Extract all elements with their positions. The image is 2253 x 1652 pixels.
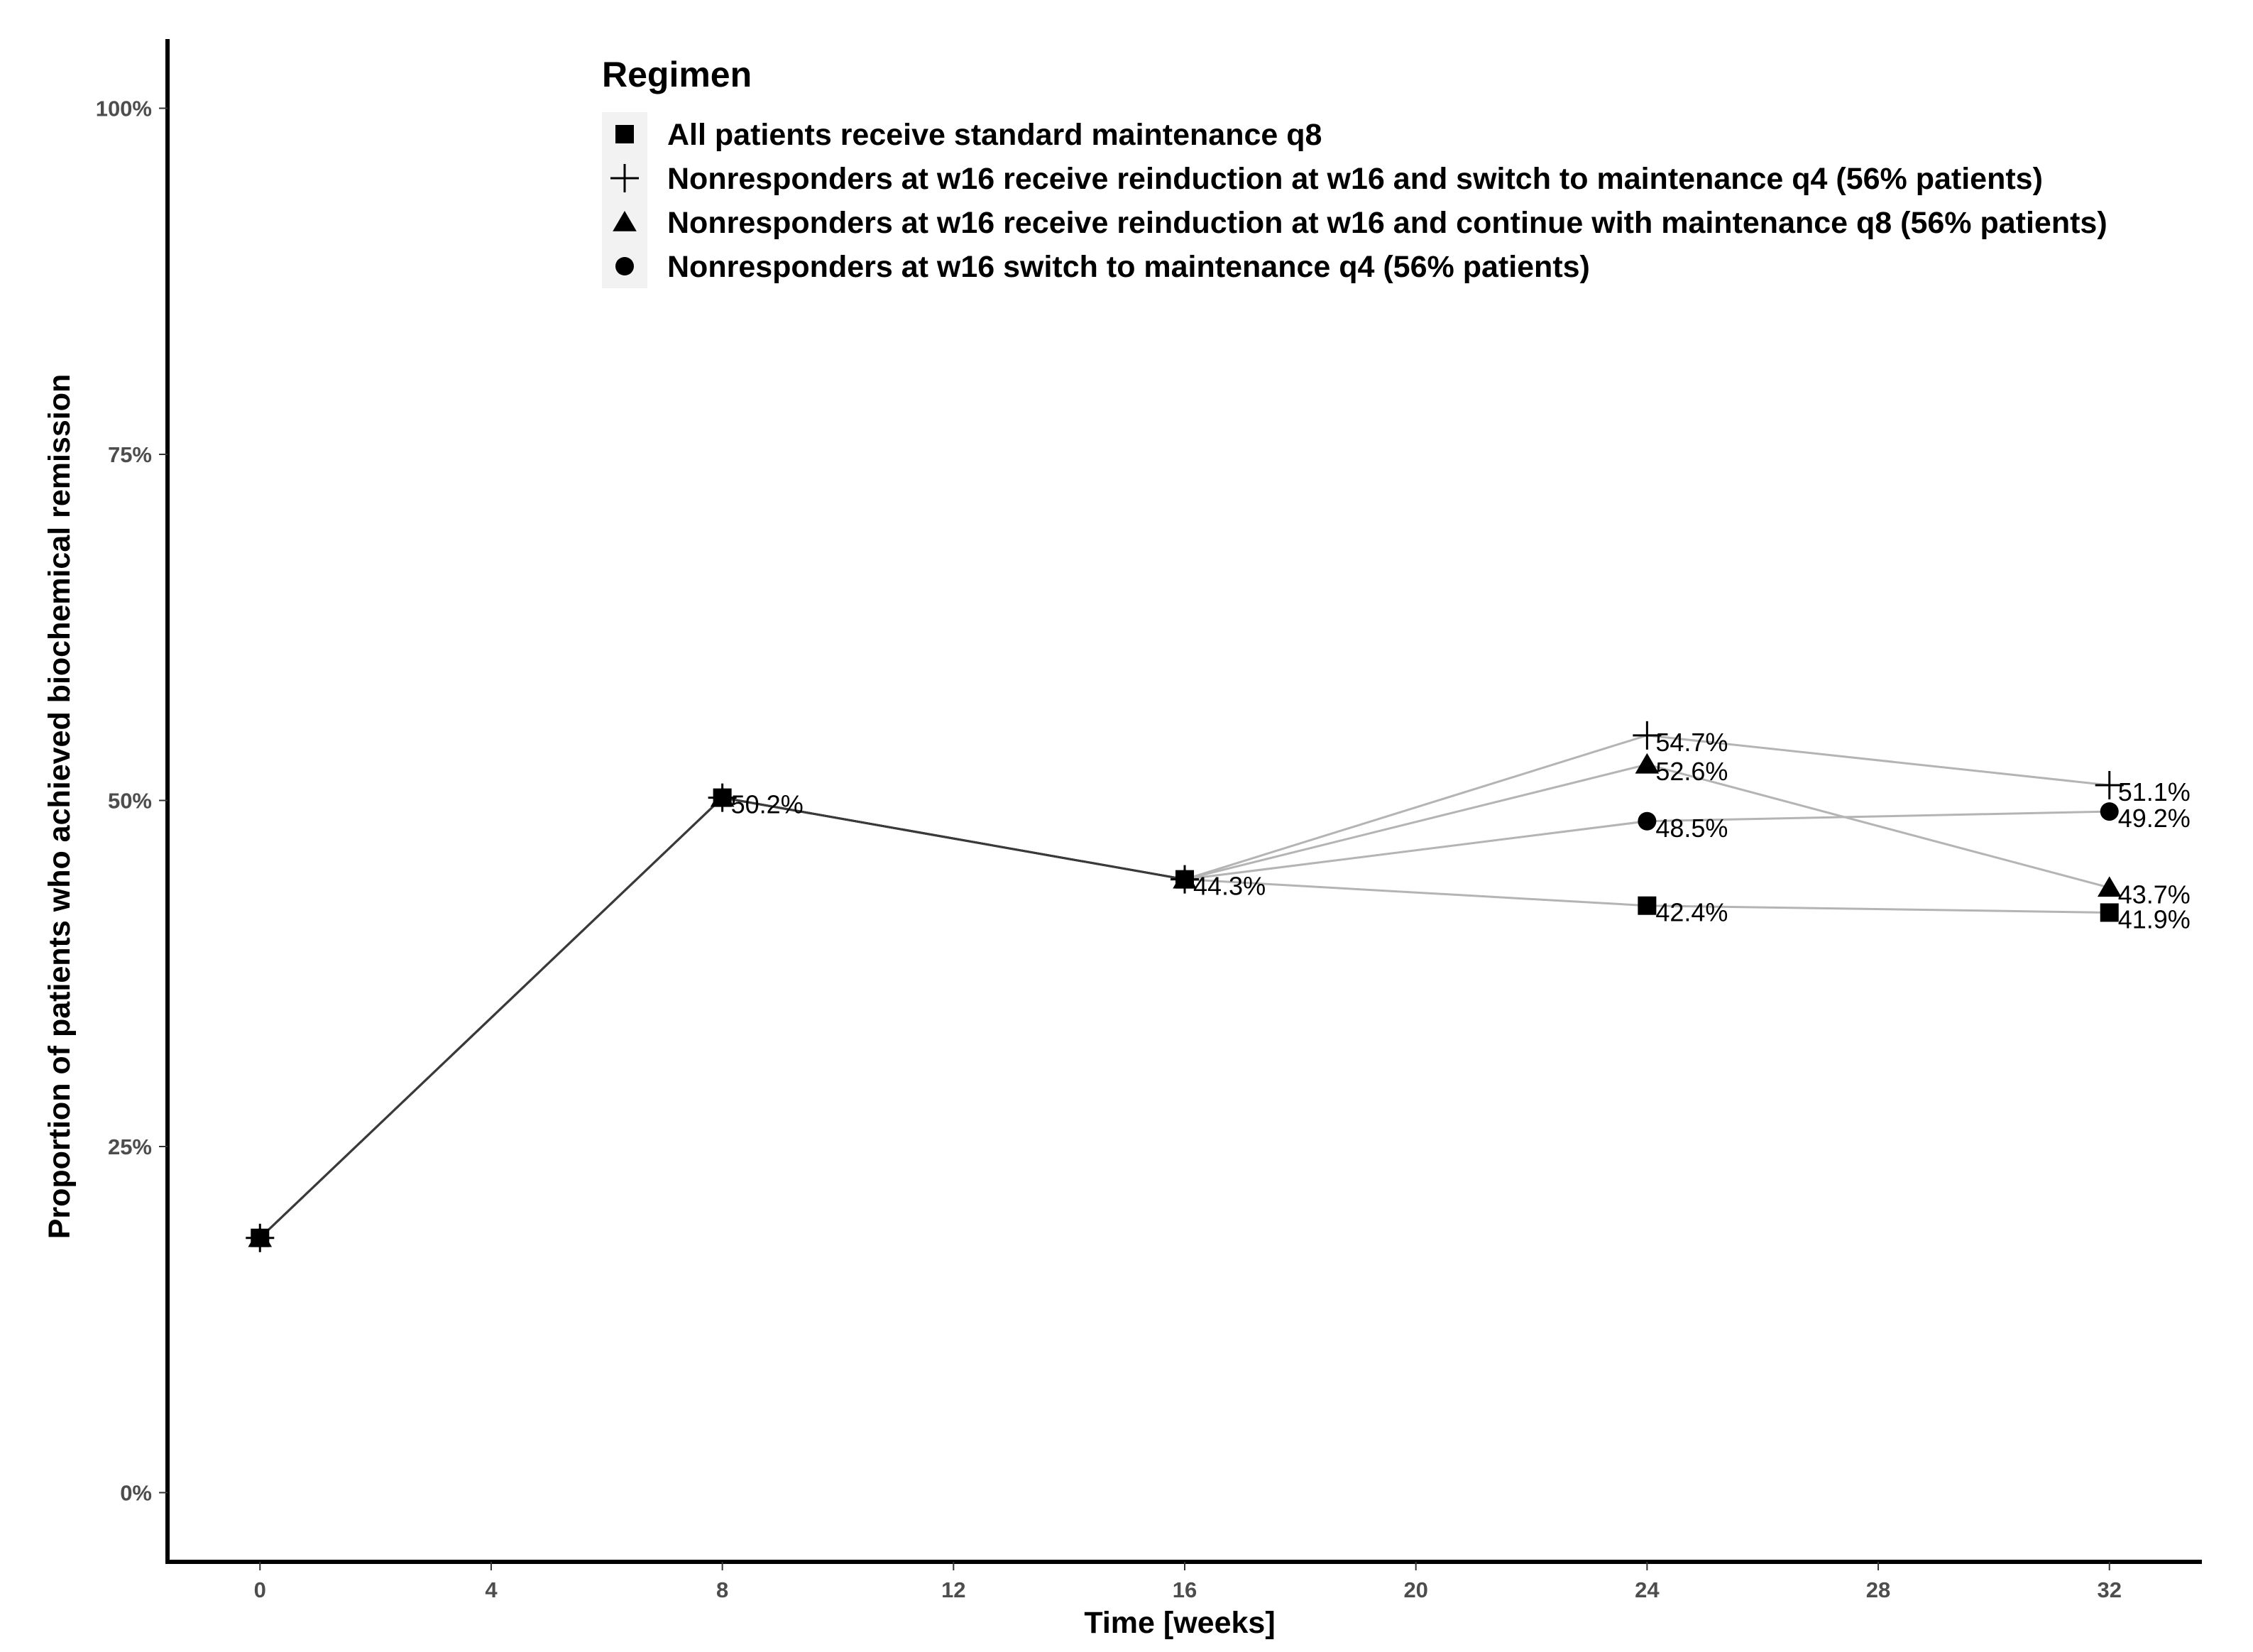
series-4-line-segment [722, 797, 1185, 881]
x-tick-label-8: 8 [716, 1577, 728, 1602]
axis-ticks: 0 4 8 12 16 20 24 28 32 0% 25% 50% 75% 100% [96, 97, 2122, 1603]
data-label-2-32: 51.1% [2118, 777, 2191, 806]
data-label-3-32: 43.7% [2118, 880, 2191, 909]
legend-entry-1: All patients receive standard maintenanc… [667, 118, 1322, 152]
series-2-plus-point [1633, 721, 1662, 750]
series-4-circle-point [1175, 870, 1194, 889]
y-axis-title: Proportion of patients who achieved bioc… [43, 374, 77, 1240]
legend-entry-2: Nonresponders at w16 receive reinduction… [667, 162, 2043, 196]
legend-key-circle-icon [615, 257, 634, 275]
series-lines [259, 734, 2110, 1239]
series-1-square-point [2100, 903, 2119, 922]
series-2-line-segment [1184, 734, 1648, 881]
y-tick-label-0: 0% [120, 1481, 152, 1506]
legend-key-square-icon [615, 125, 634, 143]
series-3-line-segment [1646, 763, 2110, 889]
series-4-circle-point [1638, 811, 1657, 831]
series-1-square-point [1638, 896, 1657, 915]
series-markers [246, 721, 2124, 1252]
data-label-4-24: 48.5% [1655, 814, 1728, 843]
series-4-circle-point [2100, 802, 2119, 821]
series-4-circle-point [713, 788, 732, 807]
data-label-1-24: 42.4% [1655, 898, 1728, 927]
legend-key-triangle-icon [613, 211, 637, 231]
x-tick-label-32: 32 [2097, 1577, 2121, 1602]
data-label-1-8: 50.2% [731, 790, 804, 819]
legend-title: Regimen [602, 55, 752, 94]
x-tick-label-16: 16 [1173, 1577, 1197, 1602]
series-4-line-segment [1184, 820, 1648, 881]
data-labels: 50.2% 44.3% 42.4% 41.9% 54.7% 51.1% 52.6% 43.7%… [731, 728, 2191, 934]
series-3-triangle-point [1635, 753, 1660, 774]
legend-entry-4: Nonresponders at w16 switch to maintenan… [667, 250, 1590, 284]
data-label-4-32: 49.2% [2118, 804, 2191, 833]
series-3-triangle-point [2097, 876, 2122, 897]
x-tick-label-28: 28 [1866, 1577, 1890, 1602]
y-tick-label-50: 50% [108, 789, 152, 814]
legend-key-plus-icon [610, 164, 639, 192]
y-tick-label-25: 25% [108, 1134, 152, 1159]
legend-entry-3: Nonresponders at w16 receive reinduction… [667, 206, 2107, 240]
series-1-line-segment [1647, 904, 2110, 914]
series-1-line-segment [1184, 878, 1648, 907]
data-label-3-24: 52.6% [1655, 757, 1728, 786]
series-3-line-segment [1184, 763, 1648, 881]
x-tick-label-0: 0 [254, 1577, 266, 1602]
legend: Regimen All patients receive standard ma… [602, 55, 2107, 288]
data-label-2-24: 54.7% [1655, 728, 1728, 757]
series-4-circle-point [251, 1228, 270, 1247]
y-tick-label-100: 100% [96, 97, 152, 121]
y-tick-label-75: 75% [108, 442, 152, 467]
x-tick-label-20: 20 [1403, 1577, 1427, 1602]
data-label-1-32: 41.9% [2118, 904, 2191, 934]
series-2-plus-point [2095, 771, 2124, 800]
x-tick-label-12: 12 [941, 1577, 965, 1602]
series-2-line-segment [1647, 734, 2110, 787]
data-label-1-16: 44.3% [1193, 872, 1266, 901]
series-4-line-segment [1647, 810, 2110, 823]
x-tick-label-24: 24 [1635, 1577, 1660, 1602]
series-4-line-segment [259, 797, 723, 1239]
x-tick-label-4: 4 [485, 1577, 498, 1602]
x-axis-title: Time [weeks] [1084, 1606, 1275, 1640]
